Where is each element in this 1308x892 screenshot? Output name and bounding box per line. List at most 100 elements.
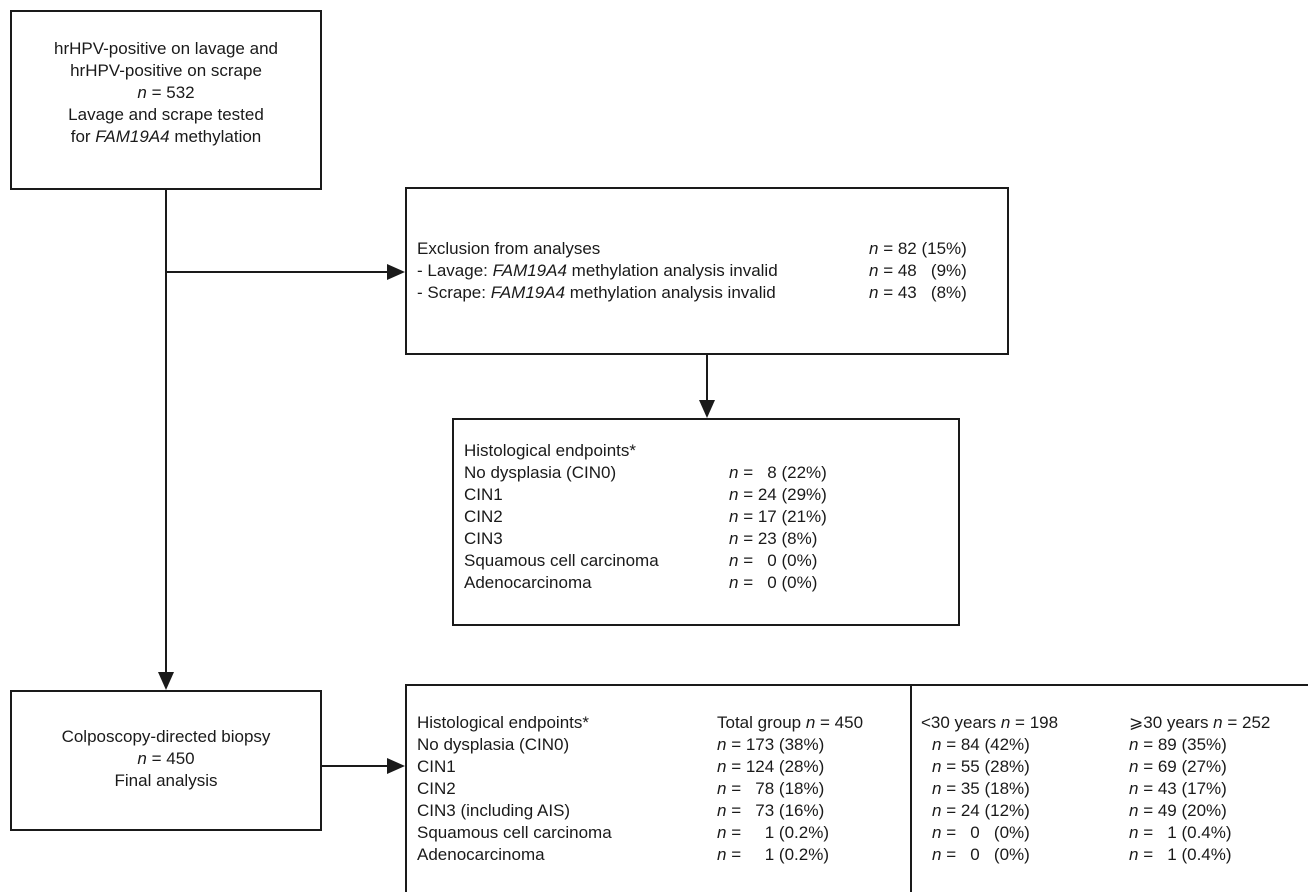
final-row-cin3-young: n = 24 (12%) [932,800,1030,822]
n-symbol: n [729,573,739,592]
final-histology-box [405,684,1308,892]
n-symbol: n [137,749,147,768]
n-symbol: n [869,283,879,302]
final-analysis-box [10,690,322,831]
final-row-cin3-label: CIN3 (including AIS) [417,801,571,820]
final-row-cin1-total: n = 124 (28%) [717,756,824,778]
final-row-cin1-old: n = 69 (27%) [1129,756,1227,778]
n-symbol: n [1213,713,1223,732]
final-row-scc-total-count: = 1 (0.2%) [726,823,829,842]
final-row-cin0-old-count: = 89 (35%) [1138,735,1227,754]
n-symbol: n [1000,713,1011,732]
main-vertical-connector [165,190,167,673]
final-row-scc-label: Squamous cell carcinoma [417,823,612,842]
final-row-cin2-old-count: = 43 (17%) [1138,779,1227,798]
final-row-adeno-total: n = 1 (0.2%) [717,844,829,866]
final-row-cin2-young-count: = 35 (18%) [941,779,1030,798]
n-symbol: n [932,757,942,776]
n-symbol: n [717,757,727,776]
excluded-row-scc-count: = 0 (0%) [738,551,818,570]
final-row-cin3-old: n = 49 (20%) [1129,800,1227,822]
exclusion-box [405,187,1009,355]
final-row-cin0-young-count: = 84 (42%) [941,735,1030,754]
n-symbol: n [869,239,879,258]
final-row-cin2-total: n = 78 (18%) [717,778,824,800]
n-symbol: n [717,735,727,754]
exclusion-total: n = 82 (15%) [869,238,967,260]
total-group-header: Total group n = 450 [717,712,863,734]
final-row-adeno-young: n = 0 (0%) [932,844,1030,866]
n-symbol: n [729,463,739,482]
excluded-row-cin0-value: n = 8 (22%) [729,462,827,484]
excluded-row-adeno-value: n = 0 (0%) [729,572,817,594]
n-symbol: n [1129,779,1139,798]
n-symbol: n [932,845,942,864]
final-row-adeno-label: Adenocarcinoma [417,845,545,864]
final-line-3: Final analysis [114,771,218,790]
n-symbol: n [729,485,739,504]
final-count: = 450 [146,749,195,768]
final-row-cin3-total-count: = 73 (16%) [726,801,825,820]
n-symbol: n [717,801,727,820]
final-row-cin2-total-count: = 78 (18%) [726,779,825,798]
final-row-adeno-old: n = 1 (0.4%) [1129,844,1232,866]
excluded-row-scc-value: n = 0 (0%) [729,550,817,572]
initial-cohort-text: hrHPV-positive on lavage and hrHPV-posit… [10,38,322,148]
excluded-row-cin2-label: CIN2 [464,507,503,526]
n-symbol: n [1129,823,1139,842]
final-row-adeno-total-count: = 1 (0.2%) [726,845,829,864]
over-30-header: ⩾30 years n = 252 [1129,712,1270,734]
total-group-header-label: Total group [717,713,806,732]
n-symbol: n [1129,801,1139,820]
final-row-cin0-old: n = 89 (35%) [1129,734,1227,756]
final-line-1: Colposcopy-directed biopsy [61,727,271,746]
exclusion-row-lavage-value: n = 48 (9%) [869,260,967,282]
final-histology-title: Histological endpoints* [417,713,589,732]
n-symbol: n [1129,735,1139,754]
final-row-adeno-old-count: = 1 (0.4%) [1138,845,1232,864]
n-symbol: n [729,529,739,548]
gene-name: FAM19A4 [492,261,567,280]
excluded-row-cin3-value: n = 23 (8%) [729,528,817,550]
final-row-scc-total: n = 1 (0.2%) [717,822,829,844]
n-symbol: n [932,735,942,754]
initial-line-4: Lavage and scrape tested [68,105,264,124]
exclusion-row-lavage-post: methylation analysis invalid [566,261,778,280]
final-row-cin2-young: n = 35 (18%) [932,778,1030,800]
n-symbol: n [1129,845,1139,864]
final-row-cin3-total: n = 73 (16%) [717,800,824,822]
excluded-row-cin3-count: = 23 (8%) [738,529,818,548]
excluded-histology-box [452,418,960,626]
final-row-scc-young: n = 0 (0%) [932,822,1030,844]
final-row-cin2-label: CIN2 [417,779,456,798]
n-symbol: n [137,83,147,102]
final-row-scc-young-count: = 0 (0%) [941,823,1030,842]
final-analysis-text: Colposcopy-directed biopsy n = 450 Final… [10,726,322,792]
exclusion-row-scrape-post: methylation analysis invalid [565,283,776,302]
final-row-scc-old-count: = 1 (0.4%) [1138,823,1232,842]
excluded-row-cin0-label: No dysplasia (CIN0) [464,463,617,482]
final-histology-divider [910,684,912,892]
final-histology-content: Histological endpoints* Total group n = … [417,712,1307,872]
excluded-row-cin1-label: CIN1 [464,485,503,504]
under-30-header: <30 years n = 198 [921,712,1058,734]
final-row-cin1-young: n = 55 (28%) [932,756,1030,778]
initial-line-5: for FAM19A4 methylation [10,126,322,148]
n-symbol: n [932,801,942,820]
exclusion-row-scrape-pre: - Scrape: [417,283,491,302]
initial-cohort-box [10,10,322,190]
n-symbol: n [869,261,879,280]
n-symbol: n [805,713,816,732]
initial-line-5-post: methylation [169,127,262,146]
n-symbol: n [932,823,942,842]
excluded-histology-title: Histological endpoints* [464,441,636,460]
exclusion-row-scrape-count: = 43 (8%) [878,283,967,302]
exclusion-total-value: = 82 (15%) [878,239,967,258]
final-row-adeno-young-count: = 0 (0%) [941,845,1030,864]
exclusion-row-lavage-count: = 48 (9%) [878,261,967,280]
over-30-header-count: = 252 [1222,713,1271,732]
final-row-cin0-total: n = 173 (38%) [717,734,824,756]
gene-name: FAM19A4 [95,127,170,146]
final-row-cin1-total-count: = 124 (28%) [726,757,825,776]
n-symbol: n [717,823,727,842]
